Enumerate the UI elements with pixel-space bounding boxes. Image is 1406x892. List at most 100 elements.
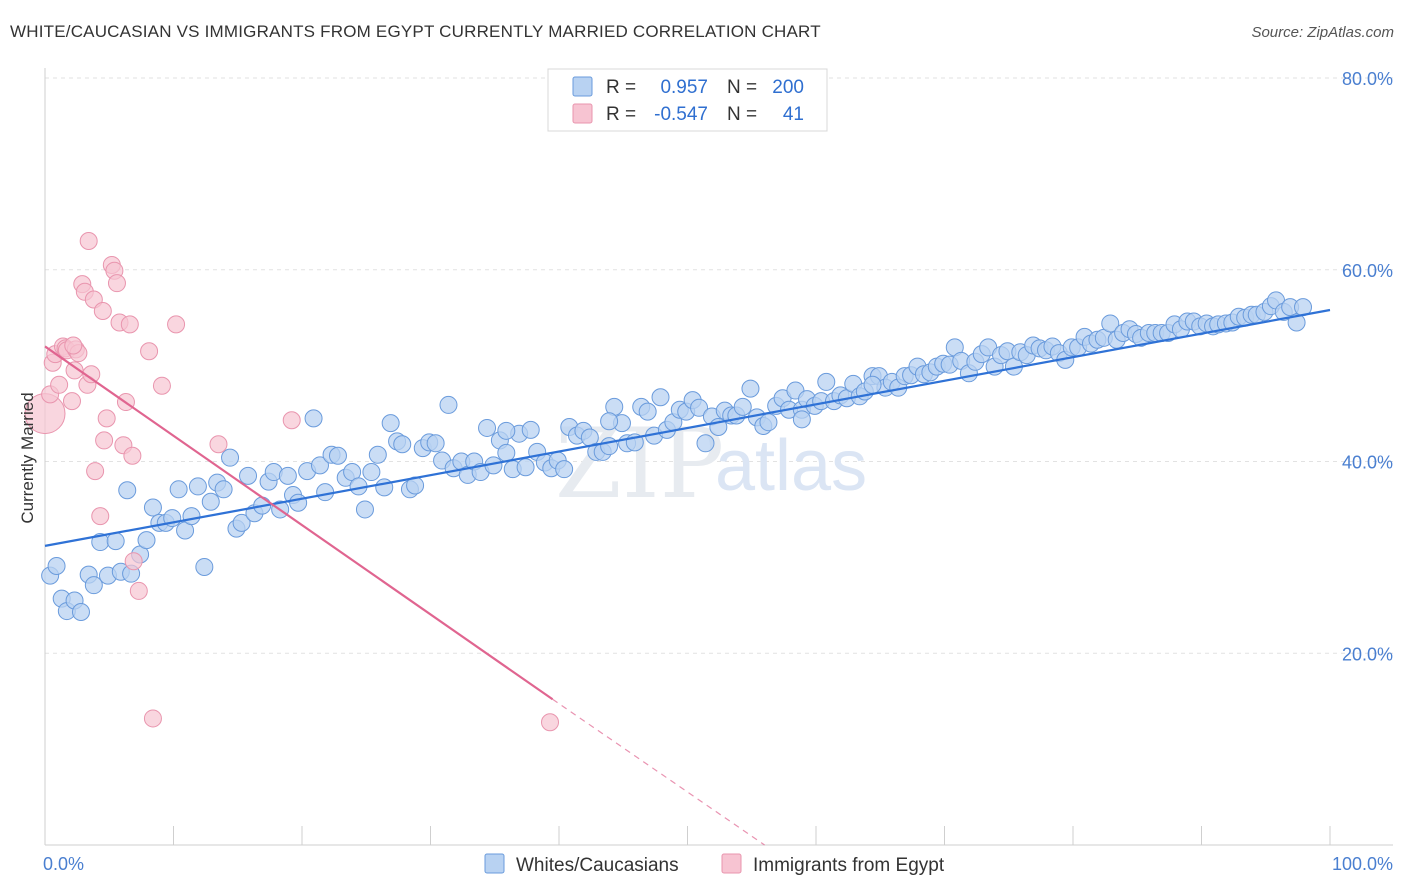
point-whites <box>84 576 103 595</box>
point-whites <box>381 414 400 433</box>
point-egypt <box>64 336 83 355</box>
x-tick-label-max: 100.0% <box>1332 854 1393 874</box>
legend-r-value-whites: 0.957 <box>660 77 708 98</box>
trend-layer <box>44 308 1331 846</box>
point-egypt <box>82 365 101 384</box>
legend-r-label-whites: R = <box>606 77 636 98</box>
point-whites <box>1287 313 1306 332</box>
point-egypt <box>50 375 69 394</box>
point-whites <box>792 410 811 429</box>
legend-r-label-egypt: R = <box>606 104 636 125</box>
point-whites <box>478 418 497 437</box>
legend-n-label-whites: N = <box>727 77 757 98</box>
point-whites <box>143 498 162 517</box>
point-whites <box>426 434 445 453</box>
point-whites <box>516 458 535 477</box>
point-whites <box>201 492 220 511</box>
point-whites <box>47 557 66 576</box>
point-whites <box>232 513 251 532</box>
point-whites <box>362 463 381 482</box>
legend-top-frame <box>547 68 828 132</box>
x-tick-labels: 0.0% 100.0% <box>43 854 1393 874</box>
point-whites <box>106 532 125 551</box>
bottom-legend-label-egypt: Immigrants from Egypt <box>753 855 945 876</box>
series-whites-points <box>41 291 1313 622</box>
trendline-whites <box>44 308 1331 547</box>
point-egypt <box>541 713 560 732</box>
axis-layer <box>44 68 1393 846</box>
point-whites <box>118 481 137 500</box>
point-whites <box>310 456 329 475</box>
point-egypt <box>167 315 186 334</box>
legend-top: R = 0.957 N = 200 R = -0.547 N = 41 <box>547 68 828 132</box>
point-egypt <box>97 409 116 428</box>
point-egypt <box>65 361 84 380</box>
point-whites <box>393 435 412 454</box>
point-egypt <box>120 315 139 334</box>
point-whites <box>733 397 752 416</box>
point-whites <box>221 448 240 467</box>
point-egypt <box>129 581 148 600</box>
point-egypt <box>79 231 98 250</box>
legend-n-value-egypt: 41 <box>783 104 804 125</box>
trendline-egypt <box>44 345 554 701</box>
watermark: ZIP atlas <box>555 408 867 520</box>
point-whites <box>137 531 156 550</box>
chart-title: WHITE/CAUCASIAN VS IMMIGRANTS FROM EGYPT… <box>10 22 821 41</box>
point-egypt <box>93 301 112 320</box>
point-whites <box>696 434 715 453</box>
point-whites <box>316 483 335 502</box>
y-tick-labels: 20.0% 40.0% 60.0% 80.0% <box>1342 69 1393 664</box>
point-whites <box>214 480 233 499</box>
point-whites <box>182 507 201 526</box>
point-whites <box>328 446 347 465</box>
legend-swatch-whites <box>572 76 593 97</box>
bottom-legend-swatch-egypt <box>721 853 742 874</box>
legend-bottom: Whites/Caucasians Immigrants from Egypt <box>484 853 945 876</box>
point-whites <box>497 421 516 440</box>
point-egypt <box>123 446 142 465</box>
bottom-legend-label-whites: Whites/Caucasians <box>516 855 679 876</box>
point-egypt <box>152 376 171 395</box>
point-whites <box>368 445 387 464</box>
legend-r-value-egypt: -0.547 <box>654 104 708 125</box>
point-whites <box>521 420 540 439</box>
point-whites <box>817 372 836 391</box>
point-whites <box>600 412 619 431</box>
y-tick-label: 40.0% <box>1342 453 1393 473</box>
legend-n-value-whites: 200 <box>772 77 804 98</box>
point-whites <box>289 493 308 512</box>
point-whites <box>439 395 458 414</box>
legend-n-label-egypt: N = <box>727 104 757 125</box>
point-whites <box>71 603 90 622</box>
y-tick-label: 80.0% <box>1342 69 1393 89</box>
point-whites <box>304 409 323 428</box>
point-whites <box>651 388 670 407</box>
point-egypt <box>209 435 228 454</box>
bottom-legend-swatch-whites <box>484 853 505 874</box>
point-whites <box>239 466 258 485</box>
point-whites <box>195 557 214 576</box>
point-whites <box>690 398 709 417</box>
point-whites <box>741 379 760 398</box>
point-whites <box>863 375 882 394</box>
watermark-atlas: atlas <box>715 426 867 506</box>
point-whites <box>169 480 188 499</box>
y-tick-label: 60.0% <box>1342 261 1393 281</box>
grid-layer <box>45 77 1393 654</box>
y-axis-title: Currently Married <box>18 392 37 523</box>
chart-source: Source: ZipAtlas.com <box>1251 24 1394 41</box>
point-whites <box>555 460 574 479</box>
point-whites <box>759 413 778 432</box>
point-egypt <box>140 342 159 361</box>
x-tick-label-min: 0.0% <box>43 854 84 874</box>
point-whites <box>497 443 516 462</box>
point-egypt <box>143 709 162 728</box>
legend-swatch-egypt <box>572 103 593 124</box>
point-egypt <box>124 552 143 571</box>
point-egypt <box>86 462 105 481</box>
trendline-egypt-extension <box>552 698 765 846</box>
point-whites <box>1101 314 1120 333</box>
point-whites <box>355 500 374 519</box>
point-whites <box>188 477 207 496</box>
